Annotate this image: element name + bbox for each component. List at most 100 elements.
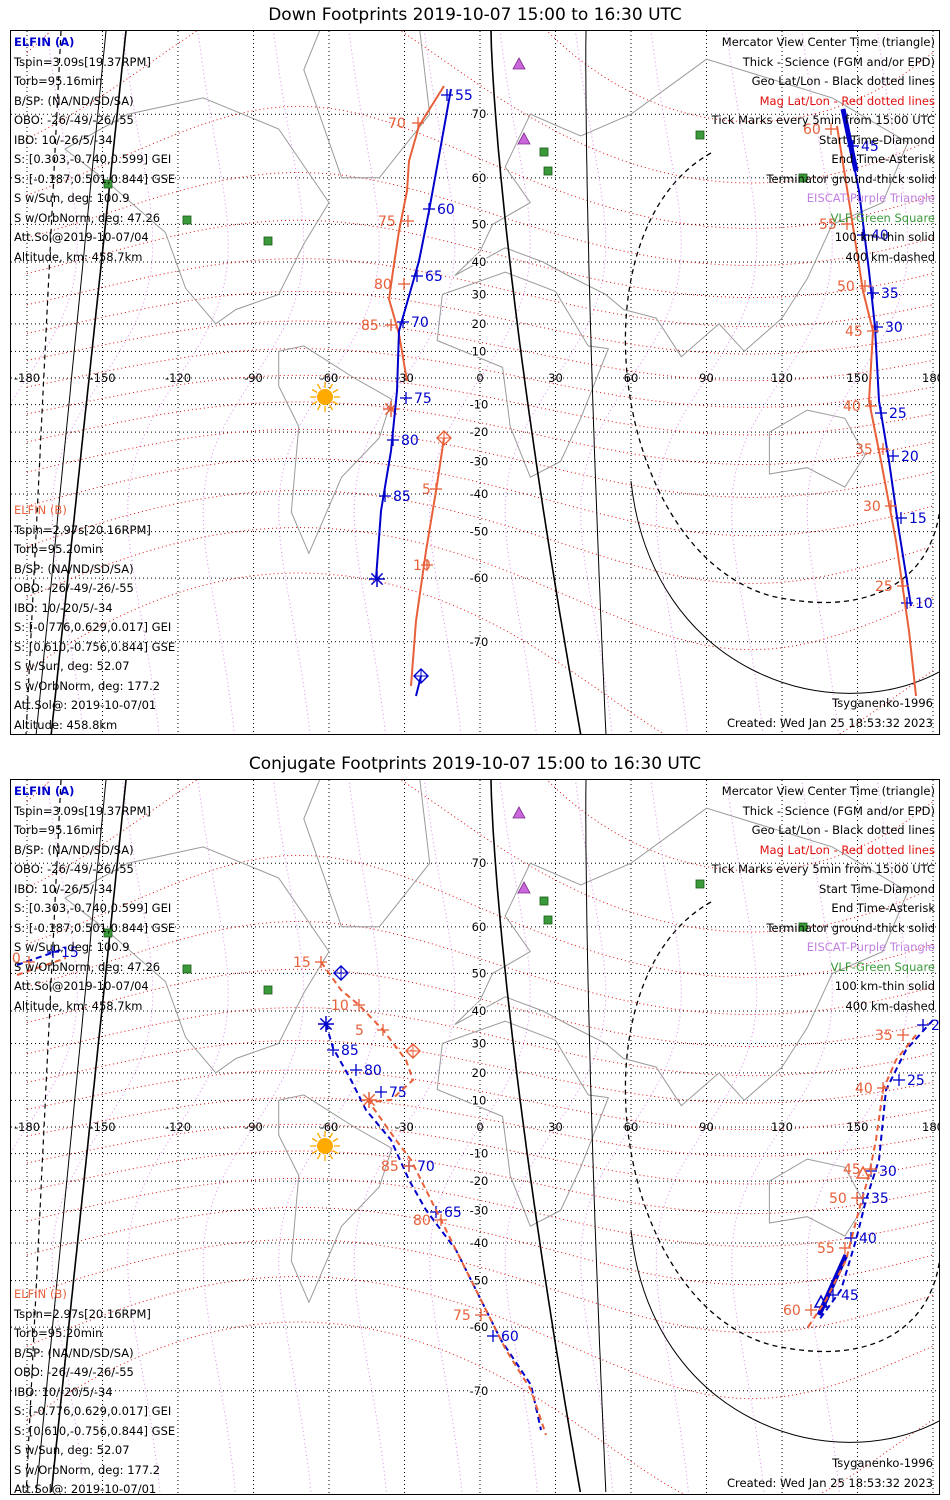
terminator-100km <box>35 780 107 1493</box>
elfin-b-track <box>16 957 67 976</box>
elfin-a-line: IBO: 10/-26/5/-34 <box>14 132 113 147</box>
legend-thick: Thick - Science (FGM and/or EPD) <box>742 803 935 818</box>
elfin-b-line: IBO: 10/-20/5/-34 <box>14 1384 113 1399</box>
elfin-b-tick-label: 75 <box>378 214 396 230</box>
elfin-b-tick-label: 40 <box>855 1081 873 1097</box>
elfin-a-tick-label: 60 <box>501 1329 519 1345</box>
coastline <box>436 271 610 478</box>
legend-thick: Thick - Science (FGM and/or EPD) <box>742 54 935 69</box>
elfin-b-tick-label: 85 <box>361 318 379 334</box>
legend-start: Start Time-Diamond <box>819 881 935 896</box>
elfin-b-track <box>320 961 547 1436</box>
map-frame: -180 -150 -120 -90 -60 -30 0 30 60 90 120 150 180 70 6… <box>10 779 940 1495</box>
sun-ray <box>328 383 334 390</box>
elfin-b-tick-label: 5 <box>355 1023 364 1039</box>
legend-terminator: Terminator ground-thick solid <box>766 171 935 186</box>
elfin-b-line: B/SP: (NA/ND/SD/SA) <box>14 1345 134 1360</box>
mag-latitude-line <box>26 526 934 651</box>
mag-meridian-line <box>655 31 758 734</box>
coastline <box>454 807 909 1107</box>
elfin-a-tick-label: 60 <box>437 202 455 218</box>
vlf-square <box>263 985 273 995</box>
center-triangle <box>855 1165 871 1179</box>
terminator-ground <box>490 31 582 734</box>
terminator-ground <box>50 780 127 1493</box>
latitude-label: -40 <box>470 487 489 501</box>
vlf-square <box>543 166 553 176</box>
elfin-b-tick-label: 25 <box>875 579 893 595</box>
eiscat-triangle <box>517 881 531 894</box>
elfin-b-tick-label: 35 <box>855 442 873 458</box>
legend-400km: 400 km-dashed <box>845 998 935 1013</box>
mag-meridian-line <box>504 31 607 734</box>
mag-meridian-line <box>278 780 380 1494</box>
panel-title: Down Footprints 2019-10-07 15:00 to 16:3… <box>268 5 682 25</box>
elfin-a-line: S: [-0.187,0.501,0.844] GSE <box>14 171 176 186</box>
elfin-a-science-segment <box>840 108 859 172</box>
elfin-a-line: B/SP: (NA/ND/SD/SA) <box>14 842 134 857</box>
elfin-b-line: Torb=95.20min <box>14 1326 103 1340</box>
vlf-square <box>543 915 553 925</box>
legend: Mercator View Center Time (triangle) Thi… <box>712 33 935 267</box>
sun-ray <box>316 1153 322 1160</box>
mag-meridian-line <box>580 780 682 1494</box>
elfin-b-line: Torb=95.20min <box>14 542 103 556</box>
mag-meridian-line <box>504 780 607 1494</box>
terminator-400km <box>624 901 939 1353</box>
elfin-b-tick-label: 5 <box>422 482 431 498</box>
legend: Mercator View Center Time (triangle) Thi… <box>712 782 935 1016</box>
elfin-a-tick-label: 15 <box>909 511 927 527</box>
longitude-label: -180 <box>14 1120 40 1134</box>
sun-ray <box>311 1149 318 1155</box>
elfin-a-tick-label: 15 <box>61 945 79 961</box>
legend-ticks: Tick Marks every 5min from 15:00 UTC <box>711 113 935 127</box>
sun-icon <box>317 389 333 405</box>
elfin-a-line: Att.Sol@2019-10-07/04 <box>14 979 149 993</box>
terminator-100km <box>35 31 107 734</box>
elfin-a-line: IBO: 10/-26/5/-34 <box>14 881 113 896</box>
coastline <box>768 1158 866 1237</box>
elfin-b-info: ELFIN (B) Tspin=2.97s[20.16RPM] Torb=95.… <box>14 501 175 734</box>
latitude-label: -50 <box>470 525 489 539</box>
vlf-square <box>798 922 808 932</box>
elfin-a-line: Att.Sol@2019-10-07/04 <box>14 230 149 244</box>
sun-icon <box>317 1138 333 1154</box>
elfin-b-line: B/SP: (NA/ND/SD/SA) <box>14 561 134 576</box>
longitude-label: -90 <box>244 371 263 385</box>
elfin-a-track <box>842 108 912 607</box>
elfin-a-title: ELFIN (A) <box>14 784 75 798</box>
longitude-label: -60 <box>320 371 339 385</box>
latitude-label: 50 <box>472 217 487 231</box>
terminator-100km <box>585 31 607 734</box>
elfin-a-line: S w/Sun, deg: 100.9 <box>14 940 130 954</box>
terminator-ground <box>490 780 582 1493</box>
coastline <box>768 409 866 488</box>
down-footprint-map: -180 -150 -120 -90 -60 -30 0 30 60 90 120 150 180 70 6… <box>11 31 939 734</box>
elfin-b-track <box>410 437 445 687</box>
elfin-b-tick-label: 10 <box>413 558 431 574</box>
elfin-a-line: S w/Sun, deg: 100.9 <box>14 191 130 205</box>
elfin-b-tick-label: 80 <box>413 1213 431 1229</box>
elfin-a-info: ELFIN (A) Tspin=3.09s[19.37RPM] Torb=95.… <box>14 33 175 267</box>
elfin-a-line: S: [0.303,-0.740,0.599] GEI <box>14 152 172 166</box>
mag-meridian-line <box>202 31 305 734</box>
legend-terminator: Terminator ground-thick solid <box>766 920 935 935</box>
elfin-b-tick-label: 35 <box>875 1028 893 1044</box>
elfin-a-tick-label: 20 <box>901 449 919 465</box>
model-label: Tsyganenko-1996 <box>832 1456 933 1470</box>
end-asterisk <box>362 1093 376 1107</box>
elfin-a-line: B/SP: (NA/ND/SD/SA) <box>14 93 134 108</box>
legend-100km: 100 km-thin solid <box>834 979 935 993</box>
legend-mercator: Mercator View Center Time (triangle) <box>721 784 935 798</box>
longitude-label: -120 <box>165 1120 191 1134</box>
elfin-a-tick-label: 70 <box>417 1159 435 1175</box>
elfin-b-tick-label: 75 <box>453 1308 471 1324</box>
latitude-label: -30 <box>470 454 489 468</box>
legend-vlf: VLF-Green Square <box>830 210 935 225</box>
longitude-label: 120 <box>771 371 793 385</box>
elfin-b-tick-label: 30 <box>11 951 21 967</box>
elfin-b-line: Tspin=2.97s[20.16RPM] <box>14 522 151 537</box>
mag-meridian-line <box>278 31 380 734</box>
sun-ray <box>332 400 339 406</box>
mag-meridian-line <box>11 780 78 1153</box>
